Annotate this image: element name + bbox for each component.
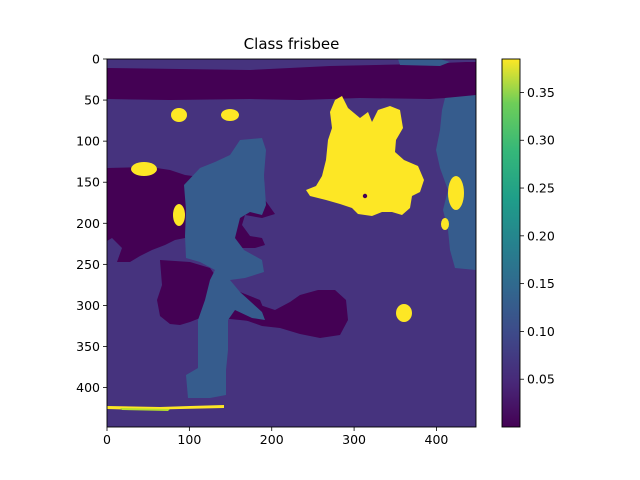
plot-frame (106, 58, 477, 428)
x-axis: 0 100 200 300 400 (103, 427, 448, 447)
heatmap-highlight (221, 109, 239, 121)
colorbar-tick-label: 0.05 (527, 372, 555, 387)
heatmap-highlight (306, 96, 424, 216)
y-tick-label: 250 (76, 257, 100, 272)
x-tick-label: 400 (425, 432, 449, 447)
colorbar-tick-label: 0.20 (527, 228, 555, 243)
heatmap-highlight (131, 162, 157, 176)
colorbar-frame (501, 58, 521, 428)
y-tick-label: 100 (76, 134, 100, 149)
heatmap-highlight (441, 218, 449, 230)
x-tick-label: 200 (260, 432, 284, 447)
colorbar-axis: 0.05 0.10 0.15 0.20 0.25 0.30 0.35 (520, 85, 555, 387)
y-tick-label: 50 (84, 93, 100, 108)
y-tick-label: 400 (76, 380, 100, 395)
heatmap-highlight (448, 176, 464, 210)
heatmap-highlight (171, 108, 187, 122)
y-tick-label: 0 (92, 52, 100, 67)
y-tick-label: 150 (76, 175, 100, 190)
heatmap-region (184, 138, 266, 398)
y-tick-label: 200 (76, 216, 100, 231)
y-tick-label: 300 (76, 298, 100, 313)
heatmap-image (107, 59, 476, 427)
x-tick-label: 0 (103, 432, 111, 447)
x-tick-label: 300 (342, 432, 366, 447)
heatmap-region (107, 62, 476, 100)
colorbar-gradient (502, 59, 520, 427)
colorbar-tick-label: 0.25 (527, 181, 555, 196)
heatmap-region (398, 59, 450, 66)
y-tick-label: 350 (76, 339, 100, 354)
chart-title: Class frisbee (244, 35, 340, 53)
heatmap-region (235, 290, 348, 338)
colorbar-tick-label: 0.10 (527, 324, 555, 339)
y-axis: 0 50 100 150 200 250 300 350 400 (76, 52, 107, 395)
heatmap-highlight (173, 204, 185, 226)
heatmap-highlight (396, 304, 412, 322)
colorbar-tick-label: 0.35 (527, 85, 555, 100)
heatmap-hole (362, 193, 368, 199)
x-tick-label: 100 (177, 432, 201, 447)
colorbar-tick-label: 0.30 (527, 133, 555, 148)
colorbar-tick-label: 0.15 (527, 276, 555, 291)
heatmap-highlight (120, 408, 170, 411)
